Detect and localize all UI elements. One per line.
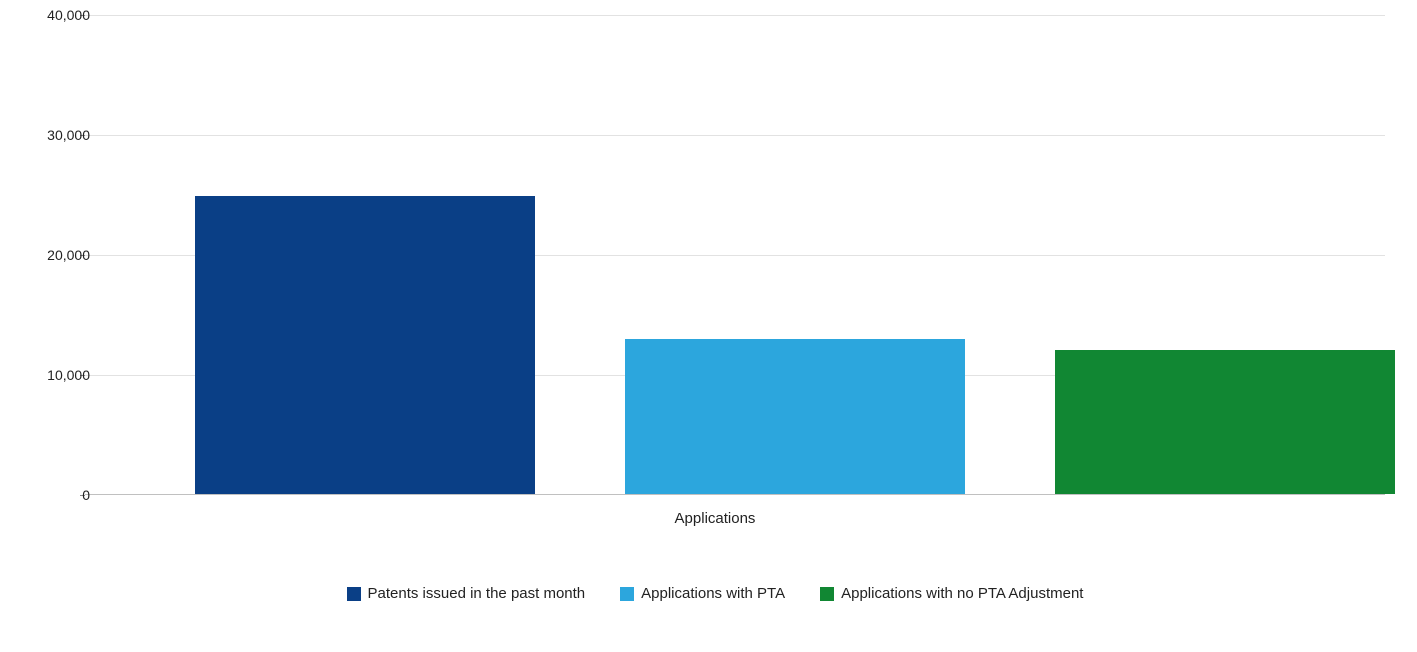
legend-label: Applications with PTA [641,585,785,602]
legend-item-patents-issued: Patents issued in the past month [347,585,586,602]
y-tick-label: 40,000 [35,7,90,23]
x-axis-label: Applications [30,510,1400,527]
legend-label: Patents issued in the past month [368,585,586,602]
legend-swatch [820,587,834,601]
plot-area [85,15,1385,495]
legend-swatch [620,587,634,601]
bar-applications-no-pta [1055,350,1395,494]
legend-swatch [347,587,361,601]
bar-applications-with-pta [625,339,965,494]
legend-item-applications-pta: Applications with PTA [620,585,785,602]
gridline [85,15,1385,16]
y-tick-label: 30,000 [35,127,90,143]
bar-patents-issued [195,196,535,494]
y-tick-label: 10,000 [35,367,90,383]
gridline [85,135,1385,136]
y-tick-label: 20,000 [35,247,90,263]
bar-chart: 40,000 30,000 20,000 10,000 0 Applicatio… [30,5,1400,645]
legend: Patents issued in the past month Applica… [30,585,1400,602]
legend-label: Applications with no PTA Adjustment [841,585,1083,602]
legend-item-applications-no-pta: Applications with no PTA Adjustment [820,585,1083,602]
y-tick-label: 0 [35,487,90,503]
